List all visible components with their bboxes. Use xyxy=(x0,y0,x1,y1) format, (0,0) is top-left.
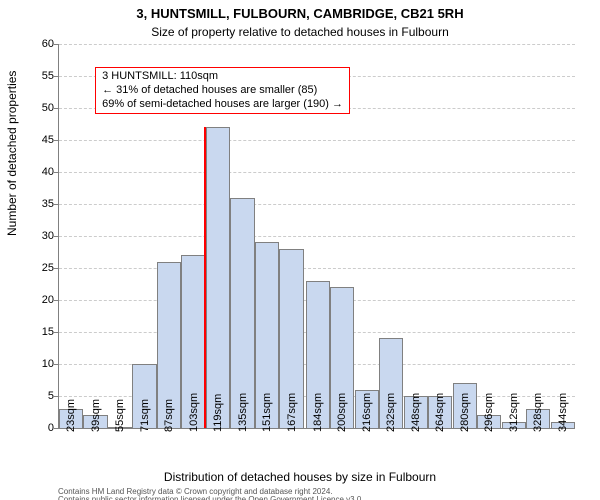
ytick-mark xyxy=(54,76,59,77)
xtick-label: 167sqm xyxy=(286,393,296,432)
xtick-label: 151sqm xyxy=(261,393,271,432)
ytick-label: 40 xyxy=(14,166,54,178)
ytick-label: 15 xyxy=(14,326,54,338)
annotation-line-2: ← 31% of detached houses are smaller (85… xyxy=(102,84,343,98)
xtick-label: 200sqm xyxy=(336,393,346,432)
ytick-label: 5 xyxy=(14,390,54,402)
xtick-label: 135sqm xyxy=(237,393,247,432)
ytick-label: 25 xyxy=(14,262,54,274)
xtick-label: 280sqm xyxy=(459,393,469,432)
ytick-mark xyxy=(54,108,59,109)
ytick-mark xyxy=(54,140,59,141)
copyright-text: Contains HM Land Registry data © Crown c… xyxy=(58,488,364,500)
ytick-mark xyxy=(54,332,59,333)
ytick-mark xyxy=(54,396,59,397)
gridline xyxy=(59,140,575,141)
gridline xyxy=(59,204,575,205)
xtick-label: 296sqm xyxy=(483,393,493,432)
xtick-label: 87sqm xyxy=(163,399,173,432)
ytick-label: 0 xyxy=(14,422,54,434)
xtick-label: 328sqm xyxy=(532,393,542,432)
highlight-line xyxy=(204,127,206,428)
xtick-label: 39sqm xyxy=(90,399,100,432)
xtick-label: 184sqm xyxy=(312,393,322,432)
y-axis-label: Number of detached properties xyxy=(5,71,19,236)
xtick-label: 264sqm xyxy=(434,393,444,432)
chart-title-main: 3, HUNTSMILL, FULBOURN, CAMBRIDGE, CB21 … xyxy=(0,6,600,21)
chart-title-sub: Size of property relative to detached ho… xyxy=(0,25,600,39)
gridline xyxy=(59,236,575,237)
ytick-mark xyxy=(54,204,59,205)
xtick-label: 71sqm xyxy=(139,399,149,432)
ytick-mark xyxy=(54,172,59,173)
ytick-mark xyxy=(54,300,59,301)
histogram-bar xyxy=(206,127,230,428)
ytick-label: 20 xyxy=(14,294,54,306)
gridline xyxy=(59,268,575,269)
xtick-label: 55sqm xyxy=(114,399,124,432)
ytick-mark xyxy=(54,428,59,429)
ytick-mark xyxy=(54,236,59,237)
ytick-mark xyxy=(54,364,59,365)
copyright-line: Contains public sector information licen… xyxy=(58,496,364,500)
gridline xyxy=(59,44,575,45)
chart-figure: 3, HUNTSMILL, FULBOURN, CAMBRIDGE, CB21 … xyxy=(0,0,600,500)
xtick-label: 312sqm xyxy=(508,393,518,432)
ytick-label: 10 xyxy=(14,358,54,370)
ytick-label: 50 xyxy=(14,102,54,114)
gridline xyxy=(59,172,575,173)
xtick-label: 232sqm xyxy=(385,393,395,432)
ytick-label: 55 xyxy=(14,70,54,82)
xtick-label: 119sqm xyxy=(212,394,222,432)
xtick-label: 103sqm xyxy=(188,393,198,432)
ytick-mark xyxy=(54,44,59,45)
ytick-mark xyxy=(54,268,59,269)
annotation-box: 3 HUNTSMILL: 110sqm ← 31% of detached ho… xyxy=(95,67,350,114)
x-axis-label: Distribution of detached houses by size … xyxy=(0,470,600,484)
plot-area: 3 HUNTSMILL: 110sqm ← 31% of detached ho… xyxy=(58,44,575,429)
ytick-label: 30 xyxy=(14,230,54,242)
xtick-label: 216sqm xyxy=(361,393,371,432)
xtick-label: 23sqm xyxy=(65,399,75,432)
ytick-label: 35 xyxy=(14,198,54,210)
ytick-label: 60 xyxy=(14,38,54,50)
ytick-label: 45 xyxy=(14,134,54,146)
xtick-label: 344sqm xyxy=(557,393,567,432)
annotation-line-3: 69% of semi-detached houses are larger (… xyxy=(102,98,343,112)
xtick-label: 248sqm xyxy=(410,393,420,432)
annotation-line-1: 3 HUNTSMILL: 110sqm xyxy=(102,70,343,84)
